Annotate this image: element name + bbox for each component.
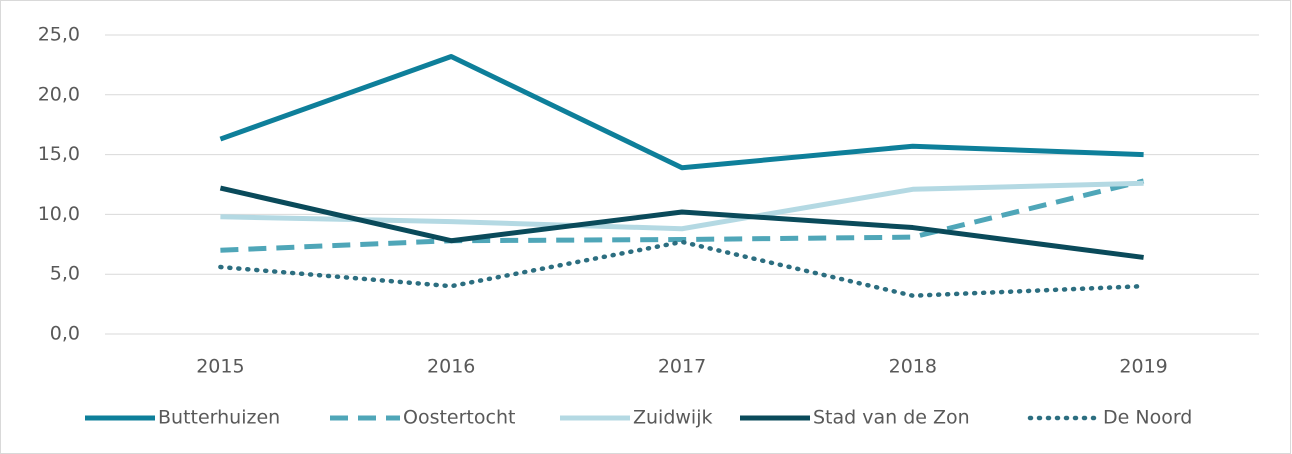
y-tick-label: 20,0 [38,83,80,105]
legend-label: Butterhuizen [158,407,280,429]
x-tick-label: 2019 [1119,356,1167,378]
series-line [220,180,1144,232]
y-tick-label: 10,0 [38,203,80,225]
series-line [219,185,1144,260]
x-tick-label: 2016 [427,356,475,378]
series-line [219,54,1144,171]
x-tick-label: 2017 [658,356,706,378]
y-tick-label: 0,0 [50,323,80,345]
legend-label: Zuidwijk [633,407,713,429]
series-line [220,178,1145,253]
x-tick-label: 2018 [889,356,937,378]
legend-label: Oostertocht [403,407,515,429]
legend-label: De Noord [1103,407,1192,429]
y-tick-label: 15,0 [38,143,80,165]
series-line [218,239,1146,298]
x-tick-label: 2015 [196,356,244,378]
y-tick-label: 5,0 [50,263,80,285]
legend-label: Stad van de Zon [813,407,970,429]
y-tick-label: 25,0 [38,24,80,46]
